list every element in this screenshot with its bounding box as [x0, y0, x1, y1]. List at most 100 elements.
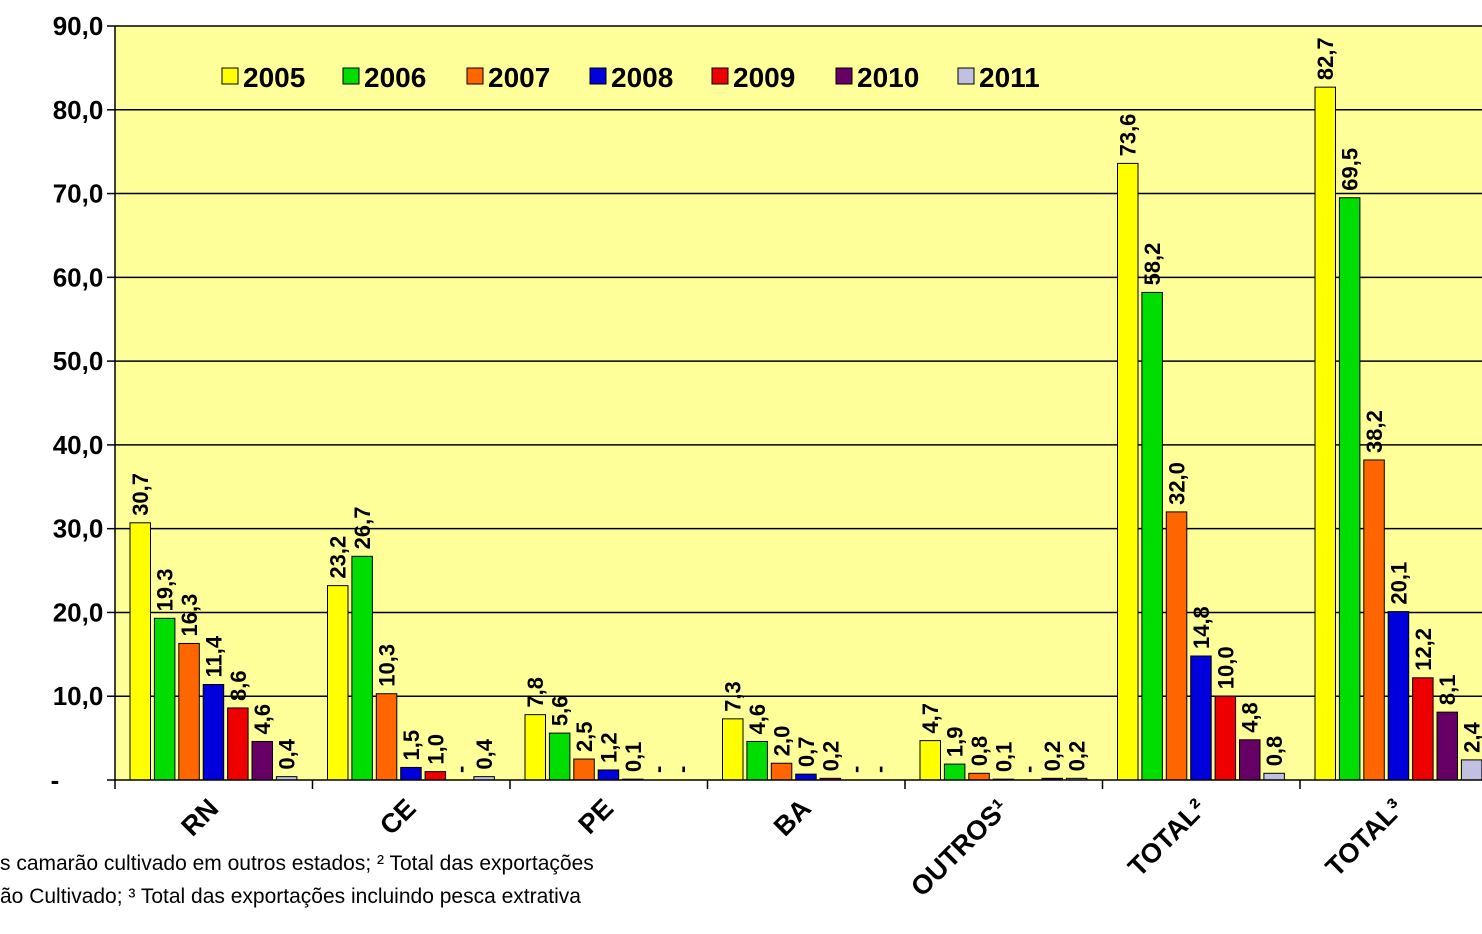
y-tick-label: 20,0 — [53, 597, 104, 627]
y-tick-label: 90,0 — [53, 11, 104, 41]
data-label: 11,4 — [201, 635, 226, 677]
plot-area — [115, 26, 1482, 780]
bar — [770, 762, 793, 781]
y-tick-label: 70,0 — [53, 179, 104, 209]
y-tick-label: 10,0 — [53, 681, 104, 711]
data-label: - — [645, 766, 670, 773]
footnote-line-1: s camarão cultivado em outros estados; ²… — [0, 852, 594, 875]
legend-swatch — [835, 67, 853, 85]
data-label: 0,8 — [967, 736, 992, 767]
data-label: 8,6 — [226, 670, 251, 701]
category-label: CE — [374, 793, 422, 841]
data-label: 0,1 — [621, 742, 646, 773]
data-label: 4,7 — [918, 703, 943, 734]
bar — [153, 617, 176, 781]
legend-swatch — [589, 67, 607, 85]
y-tick-label: 60,0 — [53, 262, 104, 292]
data-label: 19,3 — [153, 568, 178, 611]
data-label: 23,2 — [326, 536, 351, 579]
legend-label: 2005 — [243, 62, 305, 93]
bar — [202, 683, 225, 781]
bar — [1214, 695, 1237, 781]
bar — [1363, 459, 1385, 781]
legend-label: 2008 — [611, 62, 673, 93]
bar — [424, 771, 447, 781]
legend-label: 2009 — [733, 62, 795, 93]
bar — [722, 718, 744, 781]
category-label: BA — [768, 793, 817, 842]
bar — [1239, 739, 1261, 781]
bar — [178, 642, 200, 781]
legend-swatch — [342, 67, 360, 85]
bar — [1190, 655, 1212, 781]
data-label: 0,2 — [1040, 741, 1065, 772]
data-label: 30,7 — [128, 473, 153, 516]
data-label: 1,9 — [943, 726, 968, 757]
bar — [795, 773, 817, 781]
bar — [597, 769, 620, 781]
bar — [746, 740, 768, 781]
data-label: 26,7 — [350, 506, 375, 549]
bar — [1387, 611, 1410, 781]
legend-label: 2010 — [857, 62, 919, 93]
bar — [1314, 86, 1336, 781]
data-label: 0,4 — [472, 738, 497, 769]
legend-swatch — [221, 67, 239, 85]
bar — [524, 714, 546, 781]
data-label: 0,8 — [1262, 736, 1287, 767]
data-label: 32,0 — [1165, 462, 1190, 505]
data-label: 0,7 — [794, 737, 819, 768]
data-label: 0,1 — [991, 742, 1016, 773]
data-label: 82,7 — [1313, 37, 1338, 80]
data-label: 10,0 — [1213, 646, 1238, 689]
data-label: 58,2 — [1140, 243, 1165, 286]
bar — [919, 740, 941, 781]
category-label: PE — [573, 793, 620, 840]
y-tick-label: 80,0 — [53, 95, 104, 125]
data-label: 7,8 — [523, 677, 548, 708]
data-label: 12,2 — [1411, 628, 1436, 671]
data-label: 4,6 — [745, 704, 770, 735]
y-tick-label: 40,0 — [53, 430, 104, 460]
bar — [968, 772, 990, 781]
data-label: 2,4 — [1460, 722, 1482, 753]
bar — [1460, 759, 1482, 781]
bar — [400, 766, 422, 781]
legend-swatch — [957, 67, 975, 85]
bar — [1117, 162, 1139, 781]
data-label: 8,1 — [1435, 675, 1460, 706]
bar — [1141, 291, 1163, 781]
data-label: - — [843, 766, 868, 773]
data-label: 1,5 — [399, 730, 424, 761]
bar — [227, 707, 249, 781]
data-label: - — [1016, 766, 1041, 773]
bar — [573, 758, 595, 781]
footnote: s camarão cultivado em outros estados; ²… — [0, 852, 594, 908]
y-tick-label: 30,0 — [53, 514, 104, 544]
legend-swatch — [711, 67, 729, 85]
data-label: 0,2 — [1065, 741, 1090, 772]
y-axis: - 10,0 20,0 30,0 40,0 50,0 60,0 70,0 80,0 90,0 — [51, 11, 116, 795]
bar — [251, 740, 273, 781]
data-label: 1,2 — [596, 732, 621, 763]
category-label: OUTROS¹ — [905, 793, 1014, 902]
data-label: 2,5 — [572, 721, 597, 752]
bar — [1165, 511, 1188, 781]
bar — [1263, 772, 1285, 781]
category-label: RN — [175, 793, 224, 842]
data-label: - — [448, 766, 473, 773]
legend-label: 2007 — [488, 62, 550, 93]
bar — [943, 763, 966, 781]
category-label: TOTAL² — [1122, 793, 1211, 882]
bar — [351, 555, 373, 781]
bar — [1436, 711, 1458, 781]
data-label: 2,0 — [770, 726, 795, 757]
bar — [129, 522, 151, 781]
bar — [375, 693, 398, 781]
bar — [327, 585, 349, 781]
data-label: 10,3 — [375, 644, 400, 687]
data-label: 69,5 — [1338, 148, 1363, 191]
legend-label: 2006 — [364, 62, 426, 93]
data-label: 7,3 — [721, 681, 746, 712]
